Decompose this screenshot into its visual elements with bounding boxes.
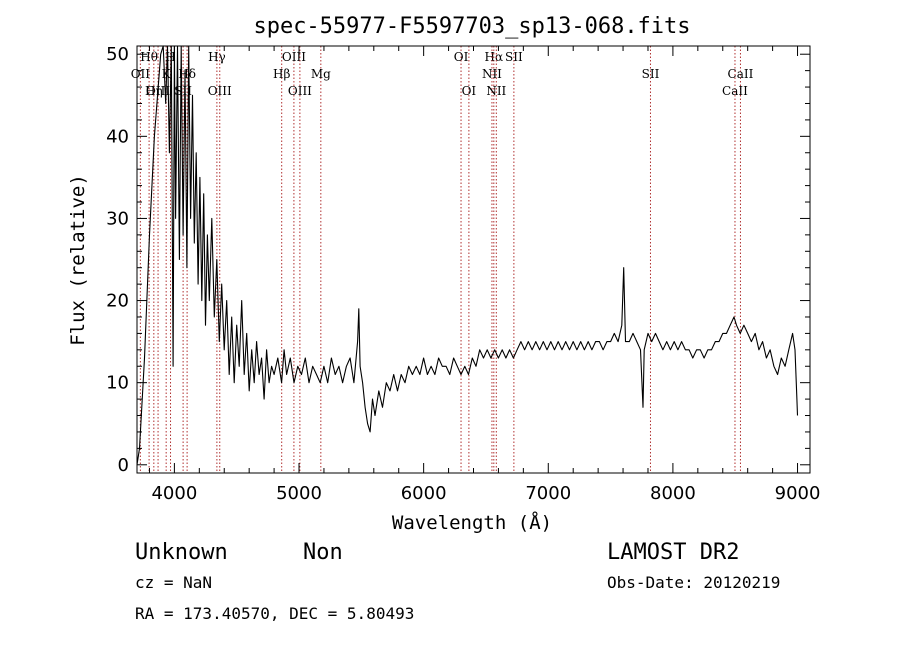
y-axis: 0 10 20 30 40 50: [106, 44, 810, 476]
chart-title: spec-55977-F5597703_sp13-068.fits: [253, 14, 690, 39]
x-axis: 4000 5000 6000 7000 8000 9000: [148, 46, 821, 504]
emission-line-label: CaII: [728, 67, 754, 81]
spectrum-series-line: [136, 45, 799, 465]
emission-line-label: Mg: [311, 67, 331, 81]
y-axis-label: Flux (relative): [67, 174, 89, 346]
plot-area: HθOIIOIIIHηKHHδSIIHγOIIIHβOIIIOIIIMgOIOI…: [131, 45, 799, 473]
emission-line-label: OI: [462, 84, 477, 98]
obs-date: Obs-Date: 20120219: [607, 573, 780, 592]
x-tick-label: 4000: [151, 483, 197, 504]
emission-line-label: Hη: [145, 84, 163, 98]
emission-line-label: OI: [454, 50, 469, 64]
emission-line-label: Hα: [485, 50, 504, 64]
emission-line-label: CaII: [722, 84, 748, 98]
y-tick-label: 0: [118, 455, 129, 476]
y-tick-label: 20: [106, 291, 129, 312]
emission-line-label: NII: [486, 84, 506, 98]
y-tick-label: 50: [106, 44, 129, 65]
emission-line-label: OIII: [282, 50, 306, 64]
emission-line-label: OII: [131, 67, 151, 81]
y-tick-label: 30: [106, 208, 129, 229]
x-axis-label: Wavelength (Å): [392, 511, 552, 534]
emission-line-label: Hγ: [208, 50, 226, 64]
object-class: Unknown: [135, 540, 228, 565]
plot-frame: [136, 45, 811, 474]
emission-line-label: NII: [482, 67, 502, 81]
coordinates: RA = 173.40570, DEC = 5.80493: [135, 604, 414, 623]
x-tick-label: 9000: [775, 483, 821, 504]
emission-line-label: Hθ: [140, 50, 158, 64]
x-tick-label: 6000: [401, 483, 447, 504]
emission-line-label: OIII: [288, 84, 312, 98]
x-tick-label: 5000: [276, 483, 322, 504]
emission-line-label: H: [165, 50, 175, 64]
y-tick-label: 10: [106, 373, 129, 394]
x-tick-label: 7000: [525, 483, 571, 504]
emission-line-label: SII: [505, 50, 523, 64]
emission-line-label: SII: [174, 84, 192, 98]
emission-line-label: Hβ: [273, 67, 290, 81]
emission-line-label: SII: [642, 67, 660, 81]
redshift-cz: cz = NaN: [135, 573, 212, 592]
emission-line-label: OIII: [208, 84, 232, 98]
y-tick-label: 40: [106, 126, 129, 147]
survey-name: LAMOST DR2: [607, 540, 739, 565]
object-subclass: Non: [303, 540, 343, 565]
x-tick-label: 8000: [650, 483, 696, 504]
